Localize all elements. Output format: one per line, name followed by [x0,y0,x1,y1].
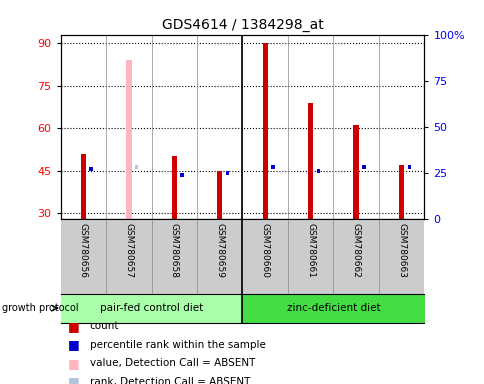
Text: ■: ■ [68,338,79,351]
Text: GSM780656: GSM780656 [79,223,88,278]
Bar [407,165,410,169]
Text: pair-fed control diet: pair-fed control diet [100,303,203,313]
Text: GSM780663: GSM780663 [396,223,405,278]
Bar [171,157,177,219]
Bar [262,43,267,219]
Text: ■: ■ [68,357,79,370]
Text: value, Detection Call = ABSENT: value, Detection Call = ABSENT [90,358,255,368]
Text: percentile rank within the sample: percentile rank within the sample [90,340,265,350]
Text: GSM780658: GSM780658 [169,223,179,278]
Bar [225,170,229,175]
Text: rank, Detection Call = ABSENT: rank, Detection Call = ABSENT [90,377,250,384]
Bar [362,165,365,169]
Bar [126,60,131,219]
Bar [307,103,313,219]
Bar [316,169,319,173]
Bar [89,167,93,171]
Bar [271,165,274,169]
Text: GSM780662: GSM780662 [351,223,360,278]
Bar [80,154,86,219]
Bar [353,125,358,219]
Text: count: count [90,321,119,331]
Bar [135,165,138,169]
Text: growth protocol: growth protocol [2,303,79,313]
Text: ■: ■ [68,375,79,384]
Text: GSM780659: GSM780659 [215,223,224,278]
Bar [398,165,404,219]
Bar [216,170,222,219]
Text: zinc-deficient diet: zinc-deficient diet [286,303,379,313]
Text: GSM780660: GSM780660 [260,223,269,278]
Text: GSM780657: GSM780657 [124,223,133,278]
Title: GDS4614 / 1384298_at: GDS4614 / 1384298_at [161,18,323,32]
Text: GSM780661: GSM780661 [305,223,315,278]
Bar [180,172,183,177]
Text: ■: ■ [68,320,79,333]
